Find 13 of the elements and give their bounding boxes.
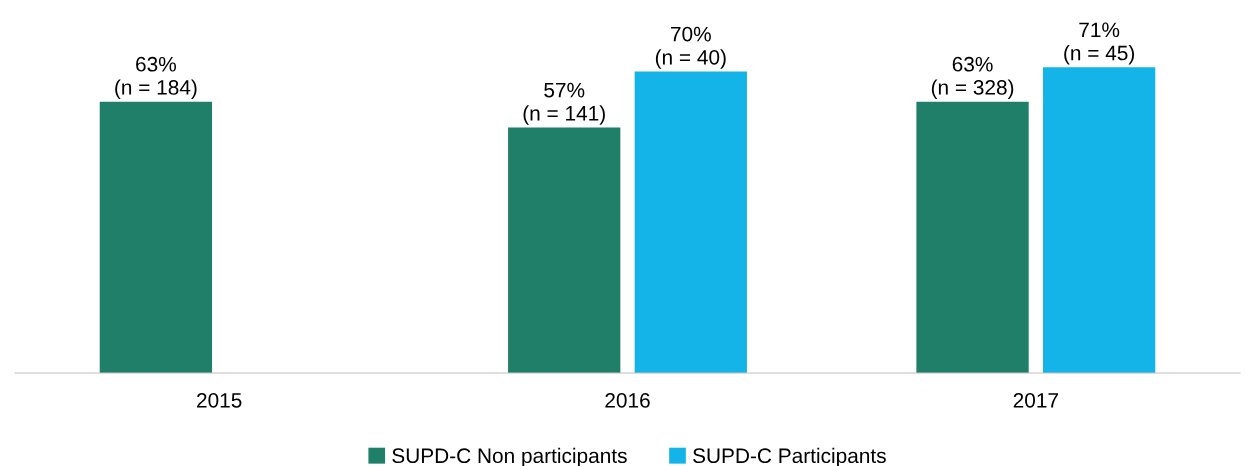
data-label: 70% (n = 40) — [655, 26, 726, 69]
data-label: 63% (n = 328) — [931, 56, 1014, 99]
x-tick-label: 2015 — [197, 392, 242, 408]
bar — [634, 71, 747, 373]
data-label: 57% (n = 141) — [523, 82, 605, 125]
bar — [99, 101, 213, 373]
data-label: 71% (n = 45) — [1064, 22, 1135, 65]
x-tick-label: 2016 — [605, 392, 650, 408]
bar — [916, 101, 1029, 373]
data-label: 63% (n = 184) — [115, 56, 197, 99]
bar — [1042, 67, 1156, 373]
bar — [508, 127, 621, 373]
x-tick-label: 2017 — [1013, 392, 1058, 408]
